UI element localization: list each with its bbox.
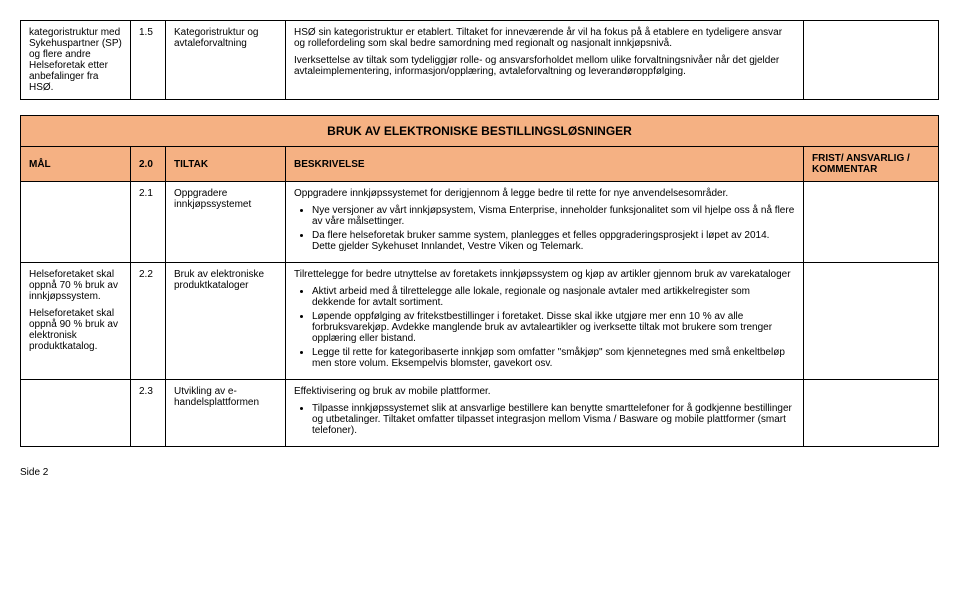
cell-goal: Helseforetaket skal oppnå 70 % bruk av i… xyxy=(21,263,131,380)
header-frist: FRIST/ ANSVARLIG / KOMMENTAR xyxy=(804,147,939,182)
cell-name: Bruk av elektroniske produktkataloger xyxy=(166,263,286,380)
table-row: 2.3 Utvikling av e-handelsplattformen Ef… xyxy=(21,380,939,447)
cell-desc: Tilrettelegge for bedre utnyttelse av fo… xyxy=(286,263,804,380)
desc-paragraph: Effektivisering og bruk av mobile plattf… xyxy=(294,386,795,397)
cell-num: 2.1 xyxy=(131,182,166,263)
header-num: 2.0 xyxy=(131,147,166,182)
page-footer: Side 2 xyxy=(20,467,939,478)
list-item: Tilpasse innkjøpssystemet slik at ansvar… xyxy=(312,403,795,436)
table-row: Helseforetaket skal oppnå 70 % bruk av i… xyxy=(21,263,939,380)
table-1: kategoristruktur med Sykehuspartner (SP)… xyxy=(20,20,939,100)
cell-name: Oppgradere innkjøpssystemet xyxy=(166,182,286,263)
header-beskrivelse: BESKRIVELSE xyxy=(286,147,804,182)
table-row: kategoristruktur med Sykehuspartner (SP)… xyxy=(21,21,939,100)
cell-num: 1.5 xyxy=(131,21,166,100)
cell-goal: kategoristruktur med Sykehuspartner (SP)… xyxy=(21,21,131,100)
cell-frist xyxy=(804,263,939,380)
table-2: BRUK AV ELEKTRONISKE BESTILLINGSLØSNINGE… xyxy=(20,115,939,447)
desc-paragraph: Iverksettelse av tiltak som tydeliggjør … xyxy=(294,55,795,77)
cell-frist xyxy=(804,182,939,263)
header-tiltak: TILTAK xyxy=(166,147,286,182)
bullet-list: Aktivt arbeid med å tilrettelegge alle l… xyxy=(294,286,795,369)
bullet-list: Nye versjoner av vårt innkjøpsystem, Vis… xyxy=(294,205,795,252)
cell-frist xyxy=(804,380,939,447)
section-title: BRUK AV ELEKTRONISKE BESTILLINGSLØSNINGE… xyxy=(21,116,939,147)
cell-desc: Effektivisering og bruk av mobile plattf… xyxy=(286,380,804,447)
cell-goal xyxy=(21,182,131,263)
list-item: Aktivt arbeid med å tilrettelegge alle l… xyxy=(312,286,795,308)
list-item: Legge til rette for kategoribaserte innk… xyxy=(312,347,795,369)
cell-name: Utvikling av e-handelsplattformen xyxy=(166,380,286,447)
header-row: MÅL 2.0 TILTAK BESKRIVELSE FRIST/ ANSVAR… xyxy=(21,147,939,182)
cell-num: 2.2 xyxy=(131,263,166,380)
cell-num: 2.3 xyxy=(131,380,166,447)
goal-paragraph: Helseforetaket skal oppnå 70 % bruk av i… xyxy=(29,269,122,302)
table-row: 2.1 Oppgradere innkjøpssystemet Oppgrade… xyxy=(21,182,939,263)
desc-paragraph: Oppgradere innkjøpssystemet for derigjen… xyxy=(294,188,795,199)
cell-frist xyxy=(804,21,939,100)
list-item: Da flere helseforetak bruker samme syste… xyxy=(312,230,795,252)
cell-name: Kategoristruktur og avtaleforvaltning xyxy=(166,21,286,100)
cell-goal xyxy=(21,380,131,447)
cell-desc: Oppgradere innkjøpssystemet for derigjen… xyxy=(286,182,804,263)
desc-paragraph: Tilrettelegge for bedre utnyttelse av fo… xyxy=(294,269,795,280)
header-mal: MÅL xyxy=(21,147,131,182)
list-item: Løpende oppfølging av fritekstbestilling… xyxy=(312,311,795,344)
bullet-list: Tilpasse innkjøpssystemet slik at ansvar… xyxy=(294,403,795,436)
cell-desc: HSØ sin kategoristruktur er etablert. Ti… xyxy=(286,21,804,100)
section-header-row: BRUK AV ELEKTRONISKE BESTILLINGSLØSNINGE… xyxy=(21,116,939,147)
goal-paragraph: Helseforetaket skal oppnå 90 % bruk av e… xyxy=(29,308,122,352)
list-item: Nye versjoner av vårt innkjøpsystem, Vis… xyxy=(312,205,795,227)
desc-paragraph: HSØ sin kategoristruktur er etablert. Ti… xyxy=(294,27,795,49)
